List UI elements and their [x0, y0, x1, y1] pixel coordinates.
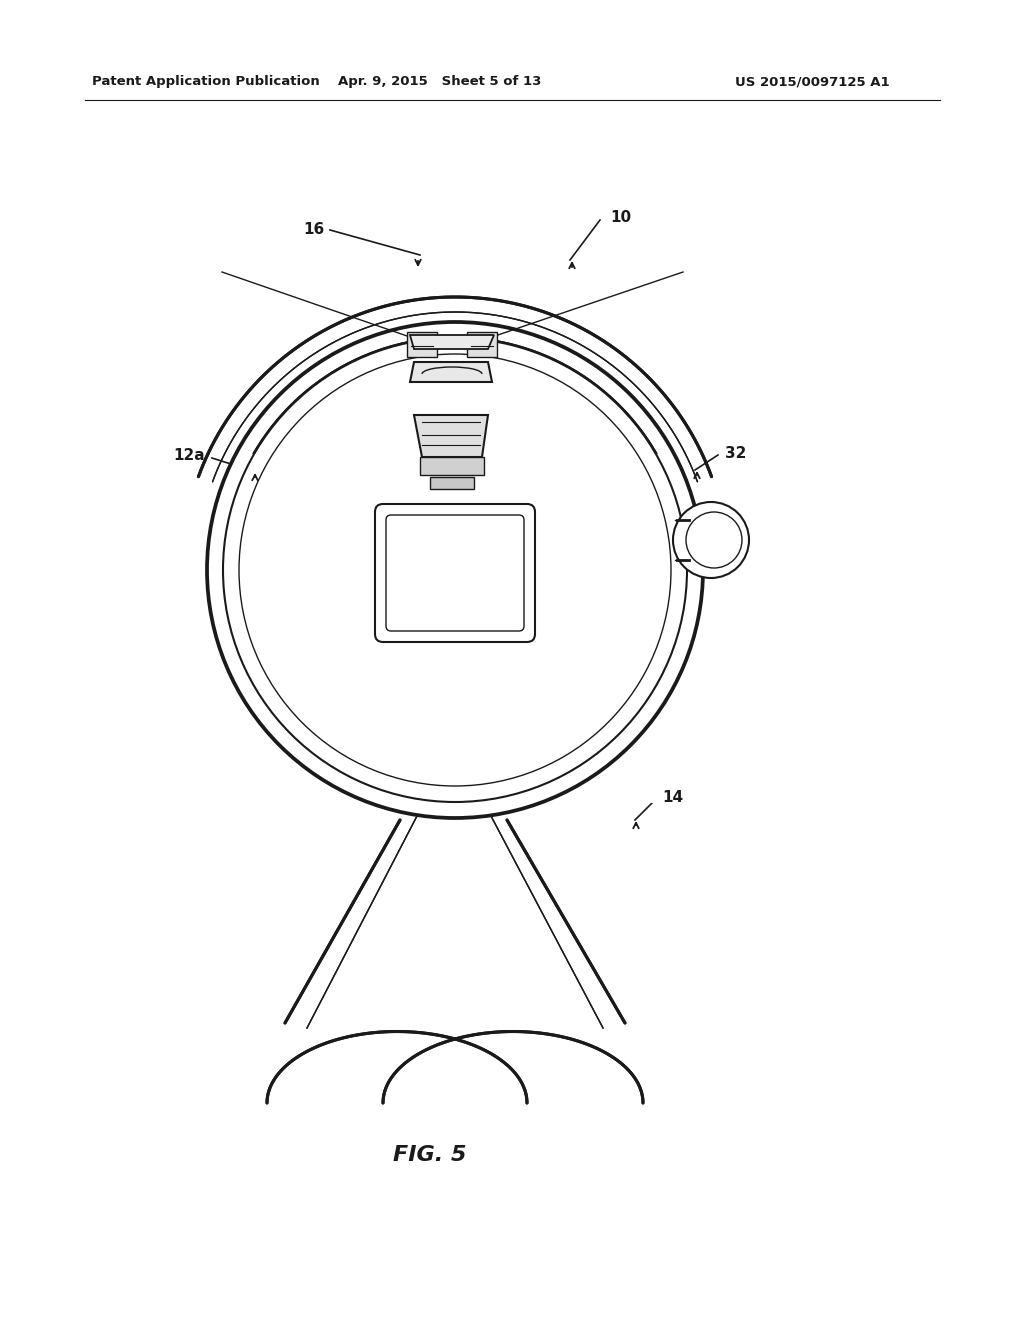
- FancyBboxPatch shape: [375, 504, 535, 642]
- Polygon shape: [410, 335, 494, 348]
- Bar: [202, 475, 708, 803]
- Text: 10: 10: [610, 210, 631, 226]
- Text: FIG. 5: FIG. 5: [393, 1144, 467, 1166]
- Bar: [420, 457, 484, 475]
- Circle shape: [208, 323, 702, 817]
- Bar: [467, 333, 497, 356]
- Polygon shape: [410, 362, 492, 381]
- Text: 32: 32: [725, 446, 746, 461]
- Text: 12a: 12a: [173, 447, 205, 462]
- Text: Patent Application Publication: Patent Application Publication: [92, 75, 319, 88]
- Text: US 2015/0097125 A1: US 2015/0097125 A1: [735, 75, 890, 88]
- Text: Apr. 9, 2015   Sheet 5 of 13: Apr. 9, 2015 Sheet 5 of 13: [338, 75, 542, 88]
- Text: 14: 14: [662, 791, 683, 805]
- Polygon shape: [414, 414, 488, 457]
- Bar: [430, 477, 474, 488]
- Text: 16: 16: [304, 223, 325, 238]
- Text: 12: 12: [725, 536, 746, 550]
- Circle shape: [673, 502, 749, 578]
- Bar: [407, 333, 437, 356]
